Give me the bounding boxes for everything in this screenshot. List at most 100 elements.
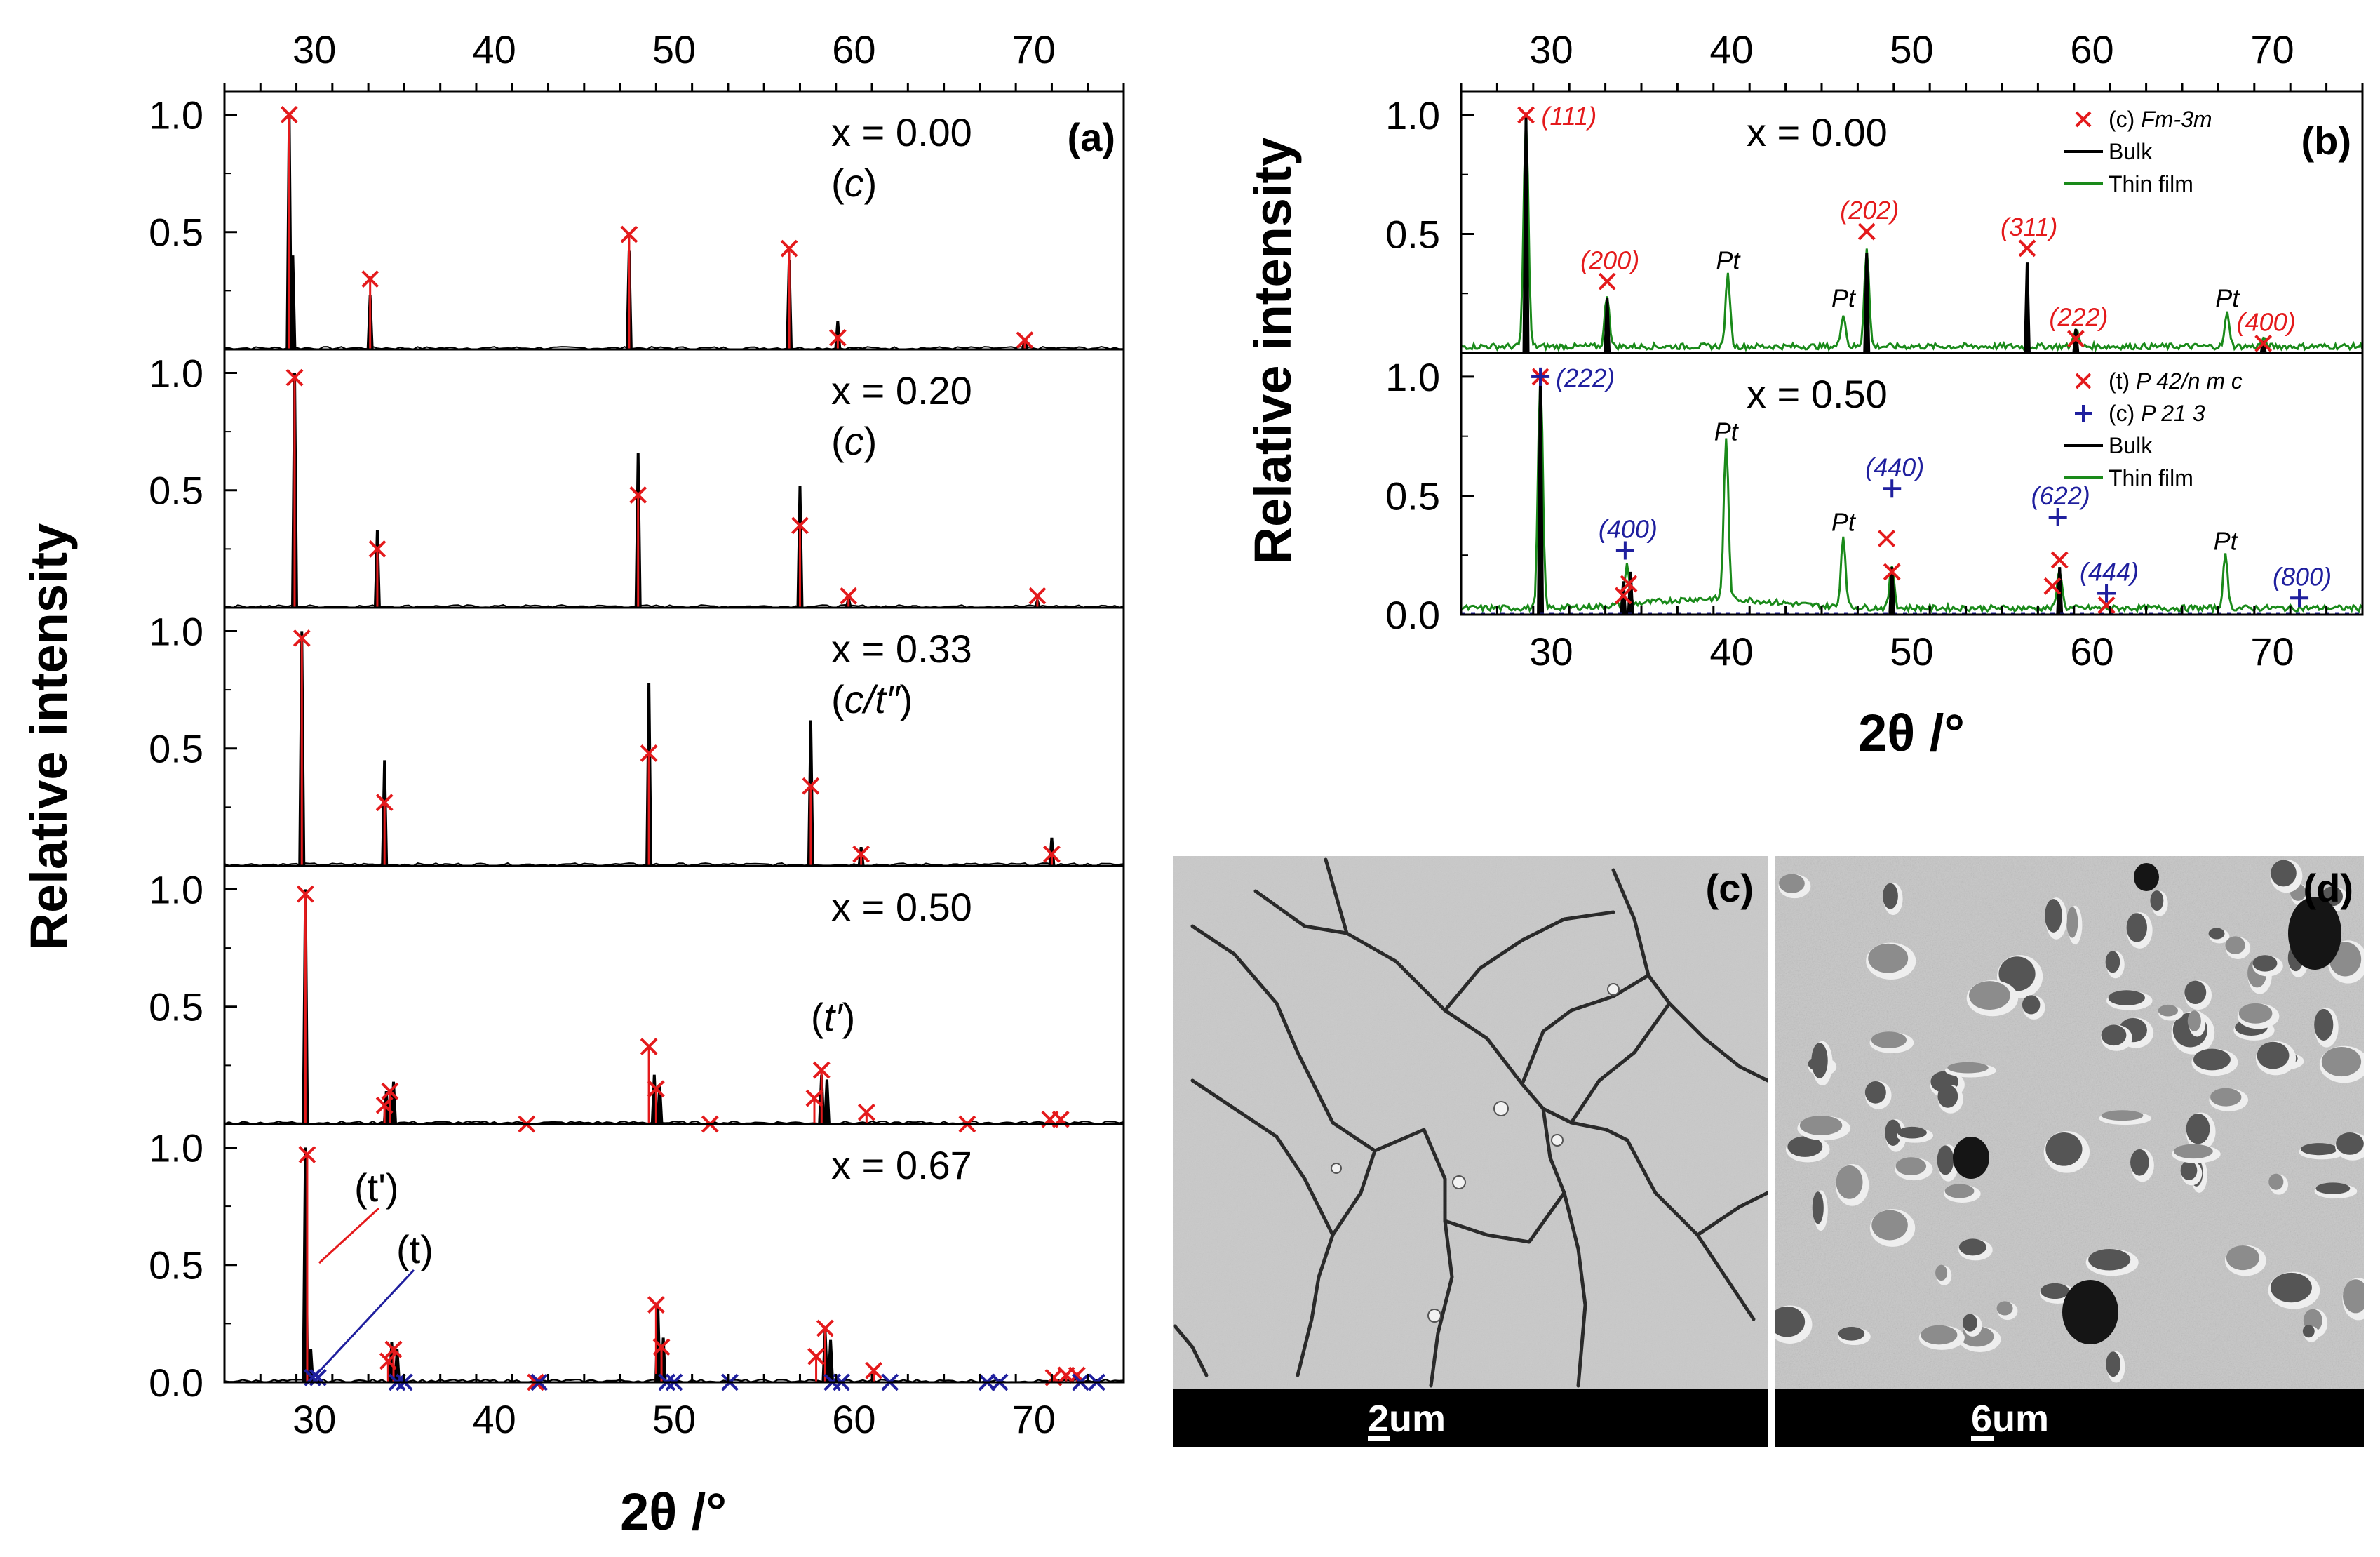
chart-b-panel-1-marker-blue-5 xyxy=(2290,589,2309,608)
chart-a-panel-1-marker-red-4 xyxy=(840,587,858,605)
chart-a-bottom-axis: 30 40 50 60 70 xyxy=(223,1374,1125,1441)
chart-a-panel-3-phase-close: ) xyxy=(842,995,856,1039)
chart-a-ylabel: Relative intensity xyxy=(20,523,78,951)
chart-a-panel-1-phase: (c) xyxy=(831,419,877,463)
chart-b-panel-1-hkl-5: (800) xyxy=(2273,562,2332,591)
sem-d-pore-64 xyxy=(2257,1041,2290,1069)
sem-c-panel-label: (c) xyxy=(1706,866,1754,910)
sem-d-pore-57 xyxy=(1996,1301,2013,1316)
chart-a-panel-3-marker-red-2 xyxy=(381,1082,399,1100)
sem-d-pore-74 xyxy=(1958,1238,1986,1256)
chart-b-xtick-top-label-40: 40 xyxy=(1709,27,1753,72)
chart-a-panel-0: x = 0.00 (c) 0.5 1.0 xyxy=(149,93,1124,351)
sem-d-pore-29 xyxy=(2108,990,2145,1005)
chart-b-panel-1-marker-red-3 xyxy=(1878,530,1895,547)
chart-b-xtick-top-label-30: 30 xyxy=(1529,27,1573,72)
chart-a-panel-1-marker-red-1 xyxy=(368,540,386,558)
chart-b-panel-0-pt-label-1: Pt xyxy=(1831,284,1857,313)
chart-b-panel-1-marker-blue-1 xyxy=(1615,541,1634,560)
chart-a-panel-3-bulk-baseline xyxy=(224,1120,1124,1125)
chart-b-panel-0-bulk-peak-0 xyxy=(1522,114,1530,354)
sem-d-pore-75 xyxy=(2184,980,2207,1004)
chart-b-panel-0-legend-marker-0 xyxy=(2075,111,2092,128)
chart-a-panel-2-composition: x = 0.33 xyxy=(831,627,972,671)
chart-a-xtick-top-label-50: 50 xyxy=(652,27,696,72)
sem-d-pore-47 xyxy=(2066,907,2078,938)
chart-b-panel-0-bulk-peak-2 xyxy=(1863,253,1871,354)
chart-b-panel-1-legend-label-1-group: P 21 3 xyxy=(2141,401,2205,426)
chart-b-panel-1-pt-label-0: Pt xyxy=(1714,417,1740,446)
sem-d-pore-35 xyxy=(2101,1024,2127,1046)
sem-d-pore-45 xyxy=(1775,1306,1806,1337)
chart-a-panel-4-marker-red-7 xyxy=(816,1319,834,1337)
chart-b-panel-0-bulk-peak-4 xyxy=(2072,328,2080,354)
sem-d-pore-5 xyxy=(1787,1136,1823,1157)
chart-b-xtick-bottom-label-30: 30 xyxy=(1529,629,1573,674)
sem-d-pore-67 xyxy=(2343,1279,2364,1314)
chart-b-panel-0-bulk-peak-3 xyxy=(2023,262,2031,354)
chart-a-panel-0-ytick-label-2: 1.0 xyxy=(149,93,203,137)
chart-b-ylabel: Relative intensity xyxy=(1244,138,1302,565)
chart-a-panel-3-marker-red-7 xyxy=(805,1089,823,1107)
sem-c-cracks xyxy=(1173,857,1768,1388)
sem-d-pore-0 xyxy=(2270,1272,2312,1303)
sem-d-scale-band xyxy=(1775,1389,2364,1447)
sem-image-d xyxy=(1775,856,2364,1389)
chart-b-panel-1-hkl-0: (222) xyxy=(1556,363,1615,392)
chart-a-panel-4-marker-red-4 xyxy=(647,1296,665,1314)
chart-b-panel-0-film-trace xyxy=(1460,118,2364,353)
chart-a-panel-3: x = 0.50 (t′) 0.5 1.0 xyxy=(149,864,1124,1133)
chart-a-panel-2-phase: (c/t″) xyxy=(831,677,913,721)
chart-b-panel-0-hkl-2: (202) xyxy=(1840,196,1899,225)
chart-b-panel-1-bulk-peak-0 xyxy=(1537,376,1545,615)
sem-d-pore-76 xyxy=(2193,1048,2231,1071)
chart-b-panel-0-pt-label-2: Pt xyxy=(2215,284,2240,313)
chart-a-xtick-top-label-30: 30 xyxy=(293,27,336,72)
chart-b-panel-1-hkl-2: (440) xyxy=(1865,453,1924,481)
chart-a-panel-3-phase-symbol: t′ xyxy=(824,995,845,1039)
chart-a-panel-1-marker-red-3 xyxy=(791,516,809,535)
chart-a-panel-2: x = 0.33 (c/t″) 0.5 1.0 xyxy=(149,606,1124,867)
chart-b-panel-0-ytick-label-1: 0.5 xyxy=(1385,212,1440,256)
sem-d-pore-70 xyxy=(2045,899,2062,933)
chart-b-panel-0-bulk-peak-5 xyxy=(2259,340,2267,354)
sem-d-pore-62 xyxy=(2336,1132,2364,1155)
chart-b-panel-0-legend-label-0-group: Fm-3m xyxy=(2141,107,2212,132)
chart-b-panel-1-legend-marker-0 xyxy=(2075,373,2092,389)
chart-a-frame xyxy=(223,90,1125,1384)
chart-b-panel-1-legend-label-2: Bulk xyxy=(2109,433,2153,458)
chart-a-panel-4-composition: x = 0.67 xyxy=(831,1143,972,1187)
sem-d-pore-46 xyxy=(1935,1264,1948,1281)
chart-a-panel-1-phase-open: ( xyxy=(831,419,845,463)
chart-a-panel-0-bulk-peak-1 xyxy=(289,255,297,350)
chart-b-panel-0-hkl-5: (400) xyxy=(2237,307,2296,336)
sem-d-pore-44 xyxy=(1799,1115,1843,1135)
chart-a-panel-0-marker-red-1 xyxy=(361,270,379,288)
chart-a-panel-1: x = 0.20 (c) 0.5 1.0 xyxy=(149,348,1124,609)
sem-d-pore-7 xyxy=(1871,1031,1907,1048)
sem-d-pore-48 xyxy=(1811,1043,1828,1078)
chart-a-panel-2-marker-red-1 xyxy=(375,794,394,812)
chart-b-panel-0-pt-label-0: Pt xyxy=(1716,246,1741,274)
chart-a-panel-4-marker-red-8 xyxy=(865,1361,883,1379)
chart-a-panel-0-marker-red-3 xyxy=(780,239,798,258)
chart-b-xtick-bottom-label-60: 60 xyxy=(2070,629,2113,674)
sem-d-pore-9 xyxy=(2150,890,2164,911)
chart-b-xtick-top-label-70: 70 xyxy=(2250,27,2294,72)
chart-b-panel-1-pt-label-1: Pt xyxy=(1831,507,1857,536)
chart-a-panel-3-marker-red-9 xyxy=(857,1103,875,1121)
chart-a-panel-1-marker-red-5 xyxy=(1028,587,1047,605)
chart-b-panel-1-marker-red-4 xyxy=(1883,563,1901,581)
chart-b-xlabel: 2θ /° xyxy=(1858,704,1965,762)
chart-a-panel-0-marker-red-4 xyxy=(828,328,847,347)
sem-d-pore-71 xyxy=(2302,1325,2315,1338)
chart-a-panels: x = 0.00(c)0.51.0x = 0.20(c)0.51.0 x = 0.… xyxy=(149,93,1124,1405)
chart-a-annot-tprime-leader xyxy=(318,1207,380,1264)
chart-a-panel-4-bulk-peak-3 xyxy=(394,1349,401,1383)
chart-a-panel-2-phase-open: ( xyxy=(831,677,845,721)
sem-d-pore-23 xyxy=(2186,1114,2210,1144)
chart-b-panel-0-marker-red-4 xyxy=(2066,330,2085,348)
chart-a-panel-1-phase-close: ) xyxy=(864,419,878,463)
sem-d-pore-6 xyxy=(1838,1327,1865,1341)
